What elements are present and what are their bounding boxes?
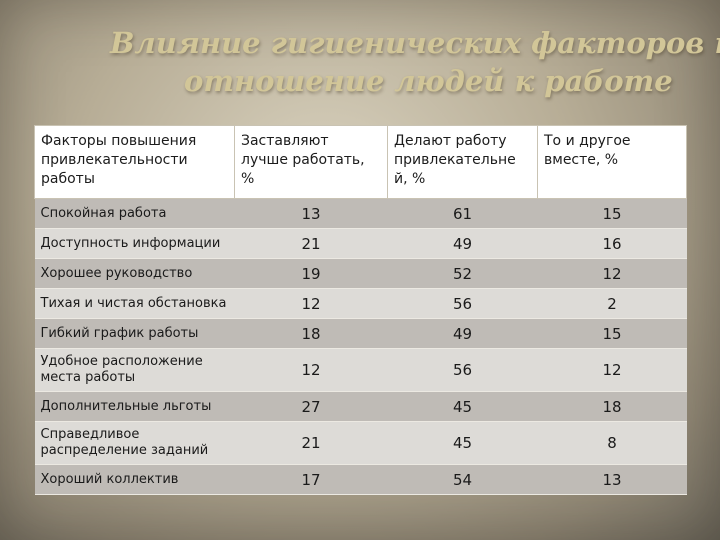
table-row: Справедливое распределение заданий 21 45… xyxy=(34,421,687,465)
header-both: То и другое вместе, % xyxy=(537,125,687,199)
cell-both: 18 xyxy=(537,391,687,422)
cell-attractive: 54 xyxy=(387,464,538,495)
cell-factor: Хороший коллектив xyxy=(34,464,235,495)
cell-factor: Хорошее руководство xyxy=(34,258,235,289)
table-row: Спокойная работа 13 61 15 xyxy=(34,198,687,229)
cell-better: 21 xyxy=(234,228,388,259)
cell-both: 2 xyxy=(537,288,687,319)
title-line-2: отношение людей к работе xyxy=(184,64,673,98)
cell-attractive: 56 xyxy=(387,288,538,319)
title-line-1: Влияние гигиенических факторов на xyxy=(110,26,720,60)
cell-factor: Удобное расположение места работы xyxy=(34,348,235,392)
cell-both: 16 xyxy=(537,228,687,259)
cell-attractive: 56 xyxy=(387,348,538,392)
cell-better: 21 xyxy=(234,421,388,465)
table-header-row: Факторы повышения привлекательности рабо… xyxy=(34,125,687,199)
cell-factor: Спокойная работа xyxy=(34,198,235,229)
cell-both: 12 xyxy=(537,348,687,392)
header-factors: Факторы повышения привлекательности рабо… xyxy=(34,125,235,199)
cell-factor: Доступность информации xyxy=(34,228,235,259)
header-attractive: Делают работу привлекательне й, % xyxy=(387,125,538,199)
cell-attractive: 45 xyxy=(387,421,538,465)
cell-better: 27 xyxy=(234,391,388,422)
cell-both: 13 xyxy=(537,464,687,495)
cell-attractive: 49 xyxy=(387,318,538,349)
cell-factor: Тихая и чистая обстановка xyxy=(34,288,235,319)
cell-both: 15 xyxy=(537,198,687,229)
cell-better: 17 xyxy=(234,464,388,495)
cell-better: 18 xyxy=(234,318,388,349)
cell-better: 13 xyxy=(234,198,388,229)
factors-table: Факторы повышения привлекательности рабо… xyxy=(34,125,687,495)
table-row: Гибкий график работы 18 49 15 xyxy=(34,318,687,349)
table-row: Хороший коллектив 17 54 13 xyxy=(34,464,687,495)
cell-attractive: 52 xyxy=(387,258,538,289)
cell-factor: Справедливое распределение заданий xyxy=(34,421,235,465)
cell-factor: Гибкий график работы xyxy=(34,318,235,349)
cell-both: 8 xyxy=(537,421,687,465)
table-row: Доступность информации 21 49 16 xyxy=(34,228,687,259)
table-row: Хорошее руководство 19 52 12 xyxy=(34,258,687,289)
cell-better: 12 xyxy=(234,288,388,319)
cell-better: 12 xyxy=(234,348,388,392)
cell-both: 12 xyxy=(537,258,687,289)
table-row: Тихая и чистая обстановка 12 56 2 xyxy=(34,288,687,319)
cell-attractive: 45 xyxy=(387,391,538,422)
cell-both: 15 xyxy=(537,318,687,349)
cell-attractive: 61 xyxy=(387,198,538,229)
cell-factor: Дополнительные льготы xyxy=(34,391,235,422)
table-row: Удобное расположение места работы 12 56 … xyxy=(34,348,687,392)
header-work-better: Заставляют лучше работать, % xyxy=(234,125,388,199)
cell-better: 19 xyxy=(234,258,388,289)
table-row: Дополнительные льготы 27 45 18 xyxy=(34,391,687,422)
slide-title: Влияние гигиенических факторов на отноше… xyxy=(110,24,720,100)
cell-attractive: 49 xyxy=(387,228,538,259)
